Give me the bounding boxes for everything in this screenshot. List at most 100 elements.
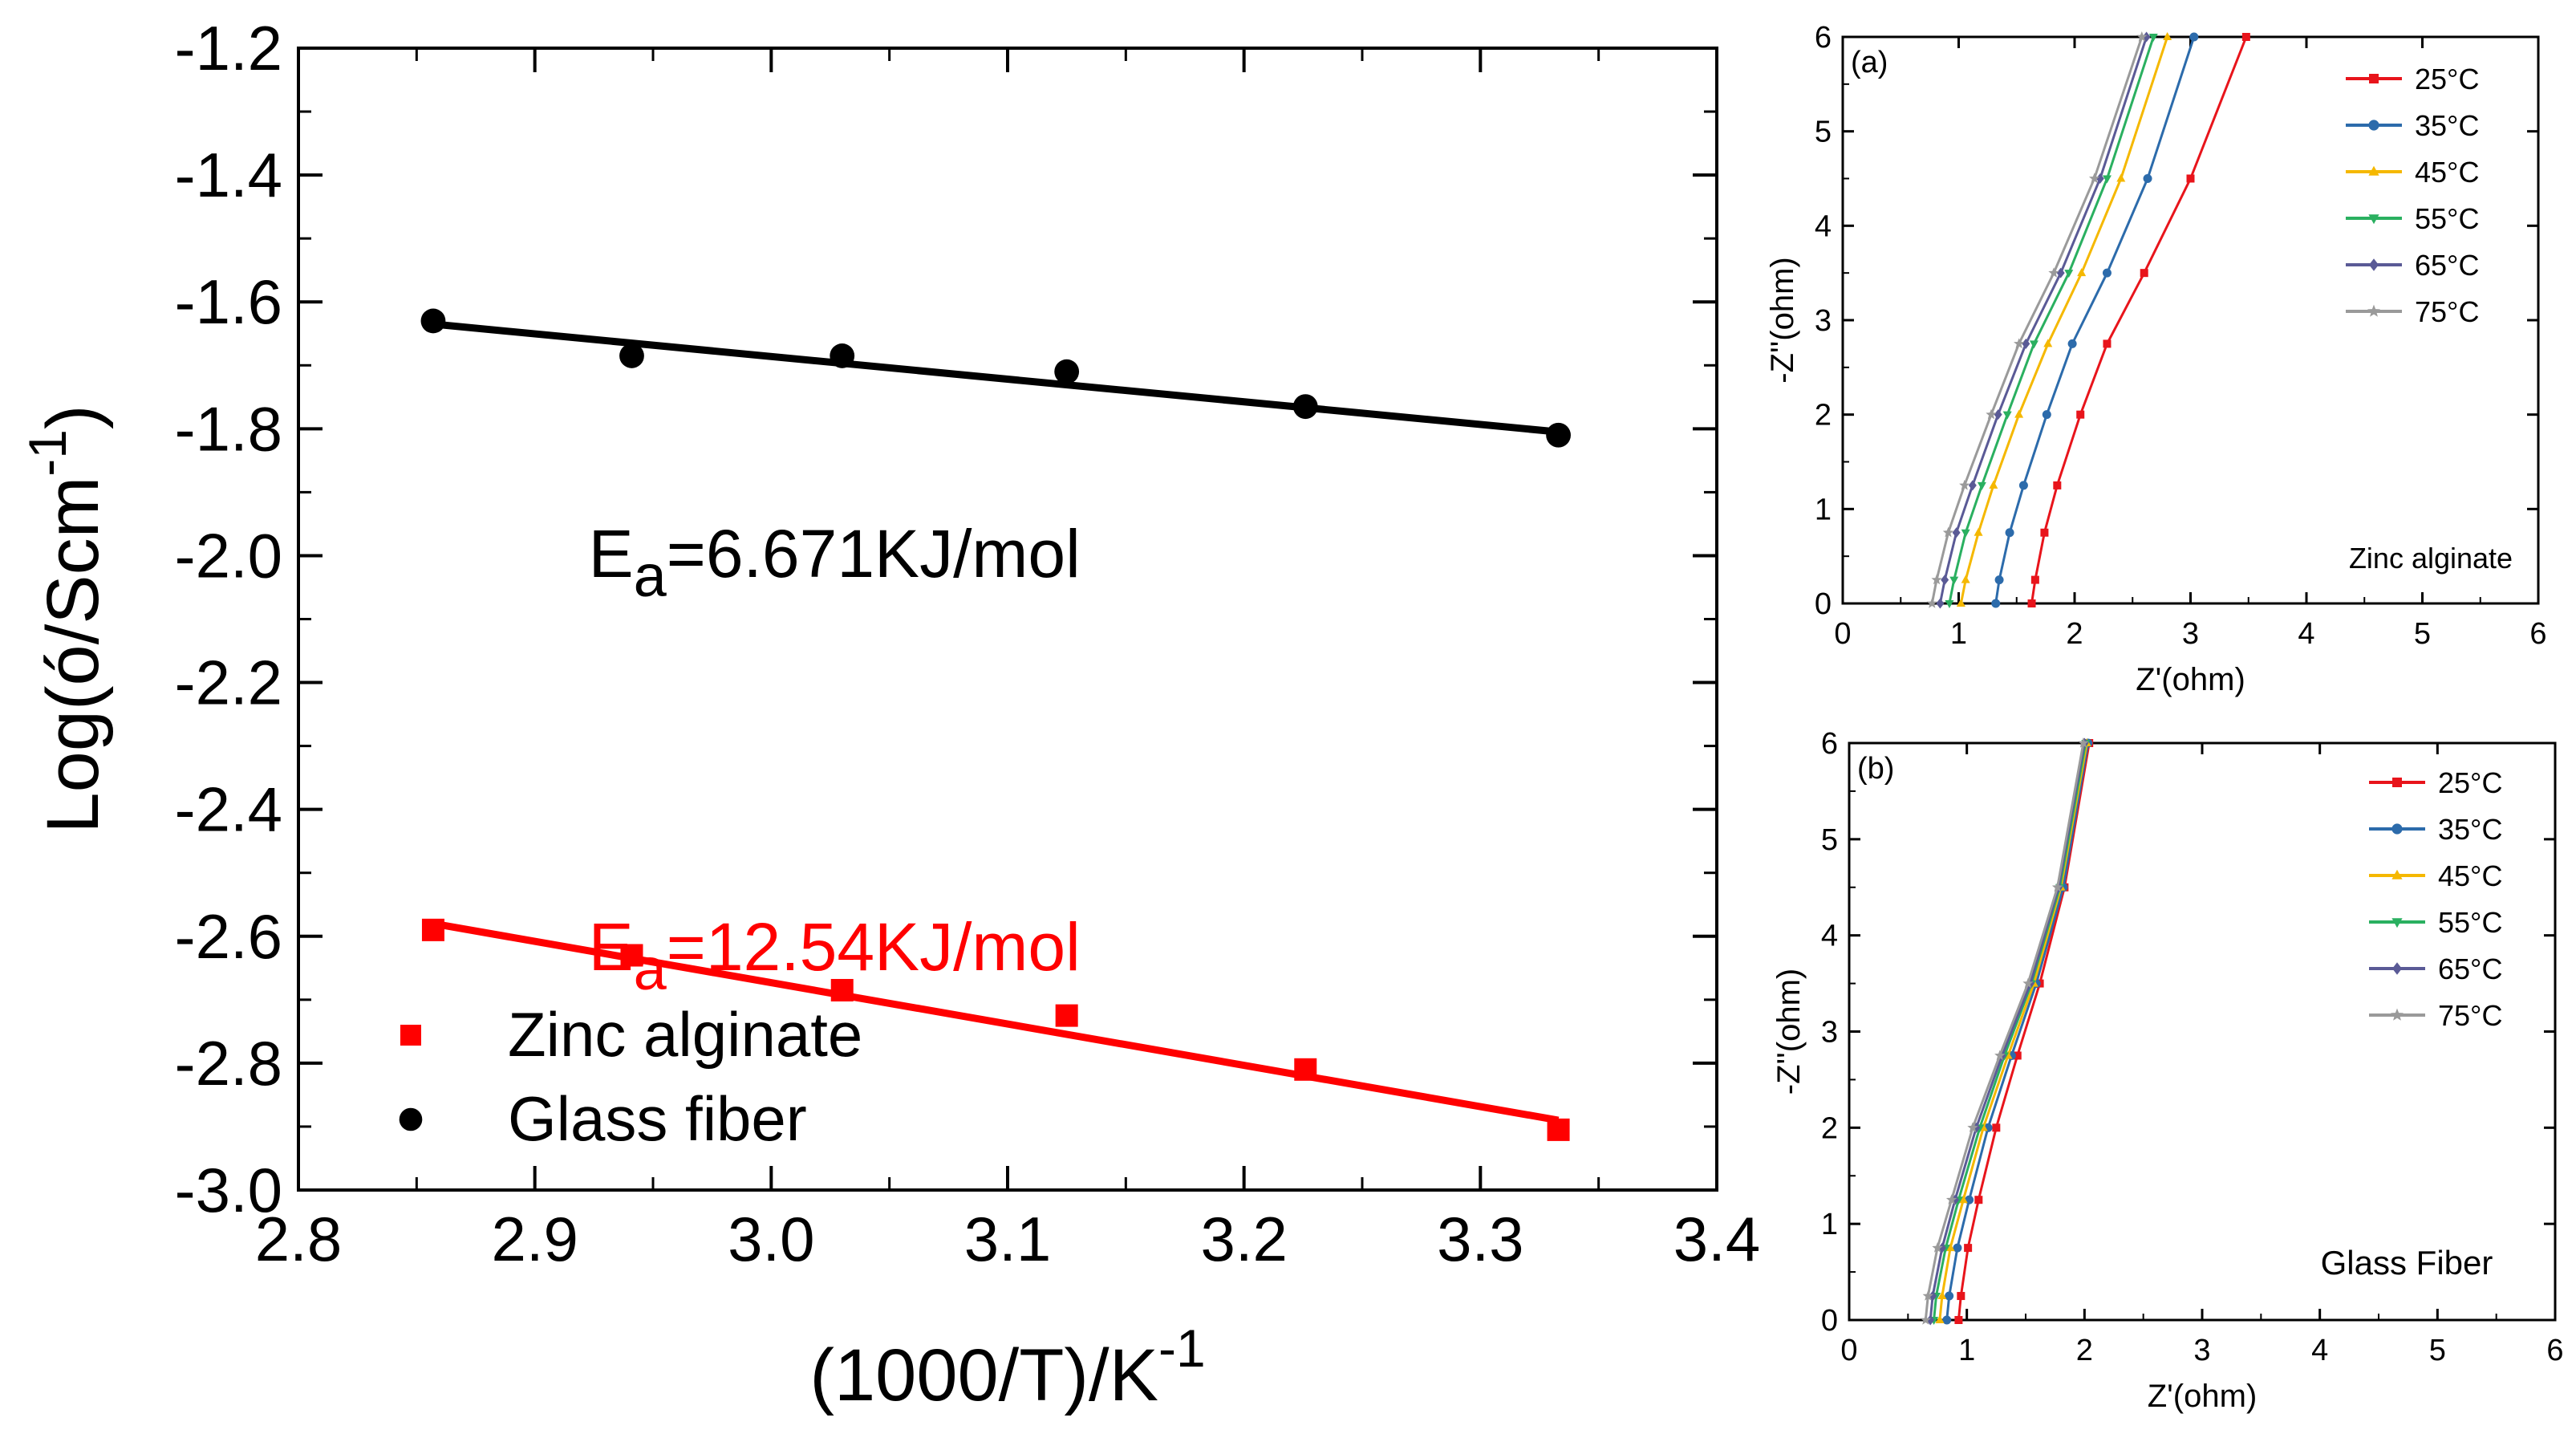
y-axis-label-close: )	[32, 404, 114, 429]
nyquist-b-panel: 00 1 1 2 2 3 3 4 4 5 5 6 6 Z'(ohm) -Z''(ohm) (b) Glass F…	[1771, 727, 2564, 1414]
data-point	[2067, 339, 2077, 348]
data-point	[1992, 1123, 2001, 1132]
data-point	[1956, 599, 1965, 607]
ea-base: E	[589, 909, 634, 985]
data-point	[2077, 268, 2087, 277]
legend-label: 45°C	[2438, 859, 2502, 892]
data-point	[2030, 575, 2039, 584]
data-point	[2076, 410, 2085, 419]
data-point	[1994, 409, 2002, 420]
data-point	[2056, 267, 2065, 278]
data-point	[2043, 339, 2053, 347]
legend-label: 25°C	[2438, 766, 2502, 799]
data-point	[2013, 1051, 2022, 1060]
data-point	[2064, 270, 2074, 278]
legend-marker	[2391, 869, 2403, 879]
series-line	[1948, 36, 2155, 604]
data-point	[2102, 268, 2112, 278]
legend-label: 35°C	[2415, 109, 2479, 142]
y-tick-label: 3	[1821, 1016, 1838, 1050]
y-tick-label: 1	[1821, 1208, 1838, 1241]
x-tick-label: 3.3	[1437, 1204, 1523, 1274]
data-point	[1945, 1194, 1957, 1204]
data-point	[1932, 1242, 1943, 1253]
legend-marker	[2368, 165, 2379, 176]
y-tick-label: 6	[1815, 21, 1832, 55]
data-point	[1945, 1291, 1954, 1301]
data-point	[2053, 481, 2062, 489]
ea-base: E	[589, 516, 634, 591]
legend-label: 55°C	[2415, 202, 2479, 235]
y-tick-label: 3	[1815, 304, 1832, 338]
legend-marker	[399, 1107, 423, 1131]
x-tick-label: 6	[2529, 617, 2546, 651]
series-65c	[1926, 737, 2089, 1326]
x-axis-label-sup: -1	[1158, 1318, 1206, 1378]
legend-marker	[2392, 962, 2402, 975]
y-tick-label: 6	[1821, 727, 1838, 761]
y-tick-label: 0	[1815, 587, 1832, 621]
series-65c	[1936, 31, 2151, 609]
data-point	[830, 343, 855, 368]
data-point	[2005, 528, 2014, 538]
legend-label: 25°C	[2415, 63, 2479, 95]
data-point	[2241, 33, 2250, 41]
data-point	[1961, 529, 1970, 538]
y-tick-label: 0	[1821, 1304, 1838, 1338]
data-point	[1989, 480, 1998, 489]
y-tick-label: -1.6	[175, 266, 282, 337]
x-tick-label: 4	[2298, 617, 2314, 651]
y-tick-label: 2	[1815, 399, 1832, 433]
series-glass-fiber	[420, 308, 1571, 448]
x-axis-label: Z'(ohm)	[2136, 662, 2245, 697]
data-point	[1936, 598, 1945, 609]
x-tick-label: 3.1	[964, 1204, 1051, 1274]
data-point	[1952, 527, 1961, 538]
y-tick-label: -1.4	[175, 140, 282, 210]
y-tick-label: 5	[1821, 823, 1838, 857]
x-tick-label: 3.2	[1200, 1204, 1287, 1274]
data-point	[1935, 1315, 1945, 1323]
data-point	[1974, 527, 1983, 536]
arrhenius-chart: 2.8 2.9 3.0 3.1 3.2 3.3 3.4 -1.2 -1.4 -1.6 -1.8 -2.…	[18, 13, 1760, 1416]
nyquist-a-panel: 00 1 1 2 2 3 3 4 4 5 5 6 6 Z'(ohm) -Z''(ohm) (a) Zinc al…	[1765, 21, 2547, 697]
data-point	[1945, 1243, 1955, 1252]
data-point	[2136, 31, 2148, 42]
data-point	[2102, 175, 2112, 184]
data-point	[1953, 1243, 1962, 1253]
legend-label: Zinc alginate	[508, 999, 862, 1070]
data-point	[2116, 173, 2126, 182]
ea-value: =12.54KJ/mol	[667, 909, 1081, 985]
data-point	[2022, 338, 2030, 349]
data-point	[619, 343, 644, 368]
y-axis-label: Log(ó/Scm-1)	[18, 404, 114, 833]
data-point	[2018, 481, 2028, 490]
x-axis-label: Z'(ohm)	[2148, 1379, 2258, 1414]
data-point	[2189, 32, 2199, 42]
y-axis-label: -Z''(ohm)	[1765, 257, 1800, 383]
x-tick-label: 5	[2429, 1334, 2446, 1367]
ea-sub: a	[634, 542, 667, 609]
data-point	[1968, 480, 1977, 491]
data-point	[2042, 410, 2051, 420]
data-point	[2027, 599, 2036, 607]
x-axis-label-text: (1000/T)/K	[809, 1334, 1158, 1416]
x-tick-label: 3	[2193, 1334, 2210, 1367]
data-point	[2014, 409, 2024, 418]
y-tick-label: 1	[1815, 493, 1832, 526]
data-point	[1961, 575, 1970, 583]
data-point	[1954, 1316, 1963, 1324]
x-tick-label: 5	[2414, 617, 2431, 651]
x-tick-label: 1	[1950, 617, 1967, 651]
series-line	[1994, 36, 2196, 604]
data-point	[1054, 359, 1080, 384]
legend-marker	[2391, 918, 2403, 928]
y-tick-label: 4	[1815, 209, 1832, 243]
y-tick-label: -2.6	[175, 901, 282, 972]
data-point	[2078, 737, 2089, 748]
legend-marker	[2369, 258, 2379, 271]
x-tick-label: 0	[1834, 617, 1851, 651]
x-tick-label: 3.4	[1673, 1204, 1760, 1274]
x-tick-label: 2.8	[255, 1204, 342, 1274]
